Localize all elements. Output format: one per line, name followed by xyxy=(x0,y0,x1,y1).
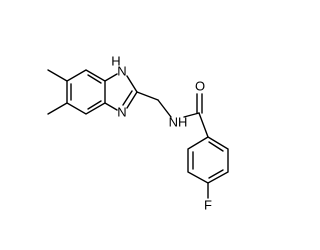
atom-label: O xyxy=(195,78,205,93)
atom-label: N xyxy=(117,104,126,119)
atom-label: F xyxy=(204,197,212,212)
molecule-diagram: H N N NH O F xyxy=(47,53,229,212)
atom-label: NH xyxy=(169,114,188,129)
bonds xyxy=(47,69,229,199)
atom-label: H xyxy=(111,53,120,68)
atom-label: N xyxy=(117,63,126,78)
